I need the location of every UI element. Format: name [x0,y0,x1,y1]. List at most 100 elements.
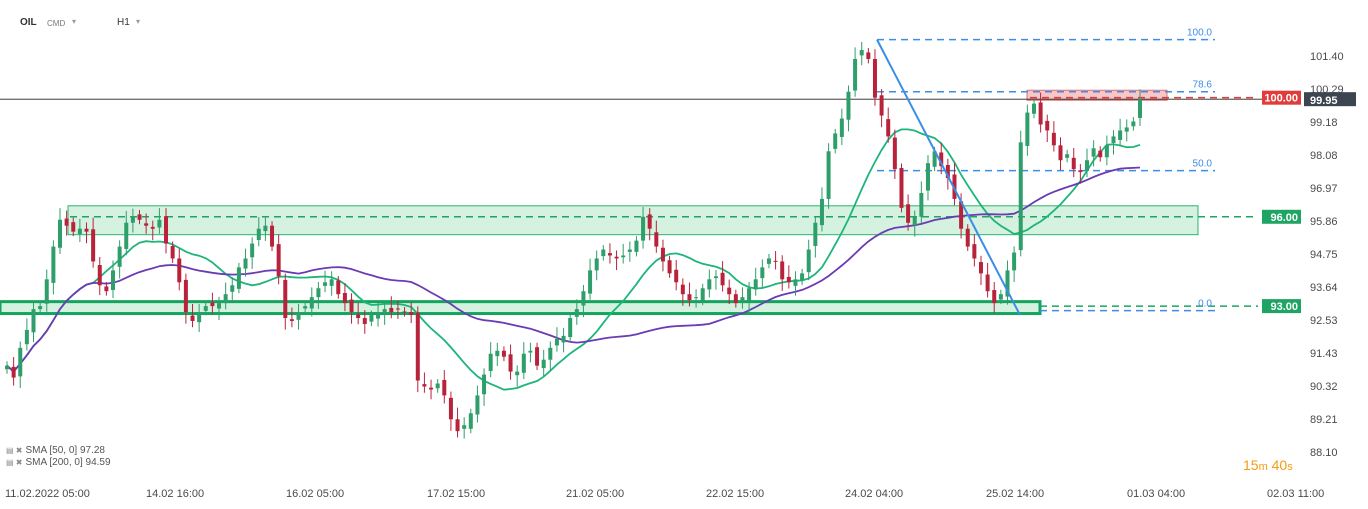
candle [1084,148,1089,178]
candle [124,211,129,256]
candle-body [965,228,970,247]
candle [71,217,76,237]
candle [183,273,188,324]
candle [422,372,427,393]
candle [270,221,275,252]
candle [1111,130,1116,155]
x-tick-label: 25.02 14:00 [986,488,1044,500]
candle-body [495,350,500,357]
candle [468,408,473,434]
candle [64,210,69,236]
candle-body [157,219,162,228]
price-tag-label: 100.00 [1264,93,1298,105]
candle-body [210,302,215,307]
candle [462,417,467,439]
axes-layer: 101.40100.2999.1898.0896.9795.8694.7593.… [5,51,1356,500]
candle [727,279,732,305]
symbol-dropdown-icon[interactable]: ▾ [72,17,77,26]
candle-body [1031,103,1036,114]
candle [402,306,407,317]
candle [236,262,241,294]
candle-body [422,384,427,387]
candle-body [97,265,102,286]
candle-body [1018,142,1023,251]
candle [594,250,599,281]
candle [1104,135,1109,166]
candle-body [978,262,983,274]
candle [872,49,877,106]
sma200-legend: SMA [200, 0] 94.59 [25,457,111,468]
candle [985,262,990,298]
candle [528,342,533,363]
candle-body [647,214,652,229]
candle-body [1104,145,1109,158]
timeframe-dropdown-icon[interactable]: ▾ [136,17,141,26]
candle-body [296,312,301,320]
candle-body [846,91,851,120]
candle-body [5,365,9,370]
x-tick-label: 14.02 16:00 [146,488,204,500]
candle [574,299,579,325]
candle-body [667,260,672,274]
candle [1058,137,1063,171]
candle-body [71,222,76,232]
candle [150,220,155,241]
candle-body [137,214,142,220]
candle [660,239,665,272]
candle-body [826,151,831,199]
y-tick-label: 89.21 [1310,414,1338,426]
resistance-zone-96 [67,205,1199,236]
candle [581,284,586,318]
candle-body [932,151,937,167]
candle-body [1118,130,1123,140]
sma200-settings-icon[interactable]: ▤ ✖ [6,458,23,467]
candle-body [548,347,553,360]
candle-body [448,397,453,420]
candle [667,255,672,278]
candle-body [906,204,911,223]
candle [203,301,208,316]
y-tick-label: 92.53 [1310,315,1338,327]
candle-body [800,273,805,281]
candle [130,208,135,233]
candle-body [243,258,248,269]
candle-body [727,287,732,295]
candle [747,281,752,313]
candle-body [1065,154,1070,158]
sma50-settings-icon[interactable]: ▤ ✖ [6,446,23,455]
timeframe-selector[interactable]: H1 [117,17,130,28]
candle [342,283,347,312]
candle [548,341,553,372]
candle [1098,146,1103,162]
candle-body [568,318,573,338]
candle [793,271,798,296]
candle [382,302,387,325]
candle-body [1071,157,1076,170]
candle-body [276,244,281,277]
price-tag-label: 96.00 [1270,212,1298,224]
candle-body [1098,150,1103,158]
candle [978,255,983,285]
y-tick-label: 95.86 [1310,216,1338,228]
candle [819,187,824,232]
candle-body [217,303,222,309]
x-tick-label: 11.02.2022 05:00 [5,488,90,500]
candle-body [369,315,374,322]
candle-body [462,425,467,429]
symbol-label[interactable]: OIL [20,17,37,28]
candle [11,357,16,386]
candle [800,268,805,285]
candle-body [11,366,16,378]
candle [197,304,202,333]
candle-body [51,246,56,283]
candle [601,245,606,261]
candle [323,270,328,293]
candle [641,206,646,249]
candle [97,256,102,296]
candle [84,222,89,244]
x-tick-label: 02.03 11:00 [1267,488,1324,500]
candle-body [1025,112,1030,146]
candle-body [747,288,752,301]
candle-body [766,258,771,264]
